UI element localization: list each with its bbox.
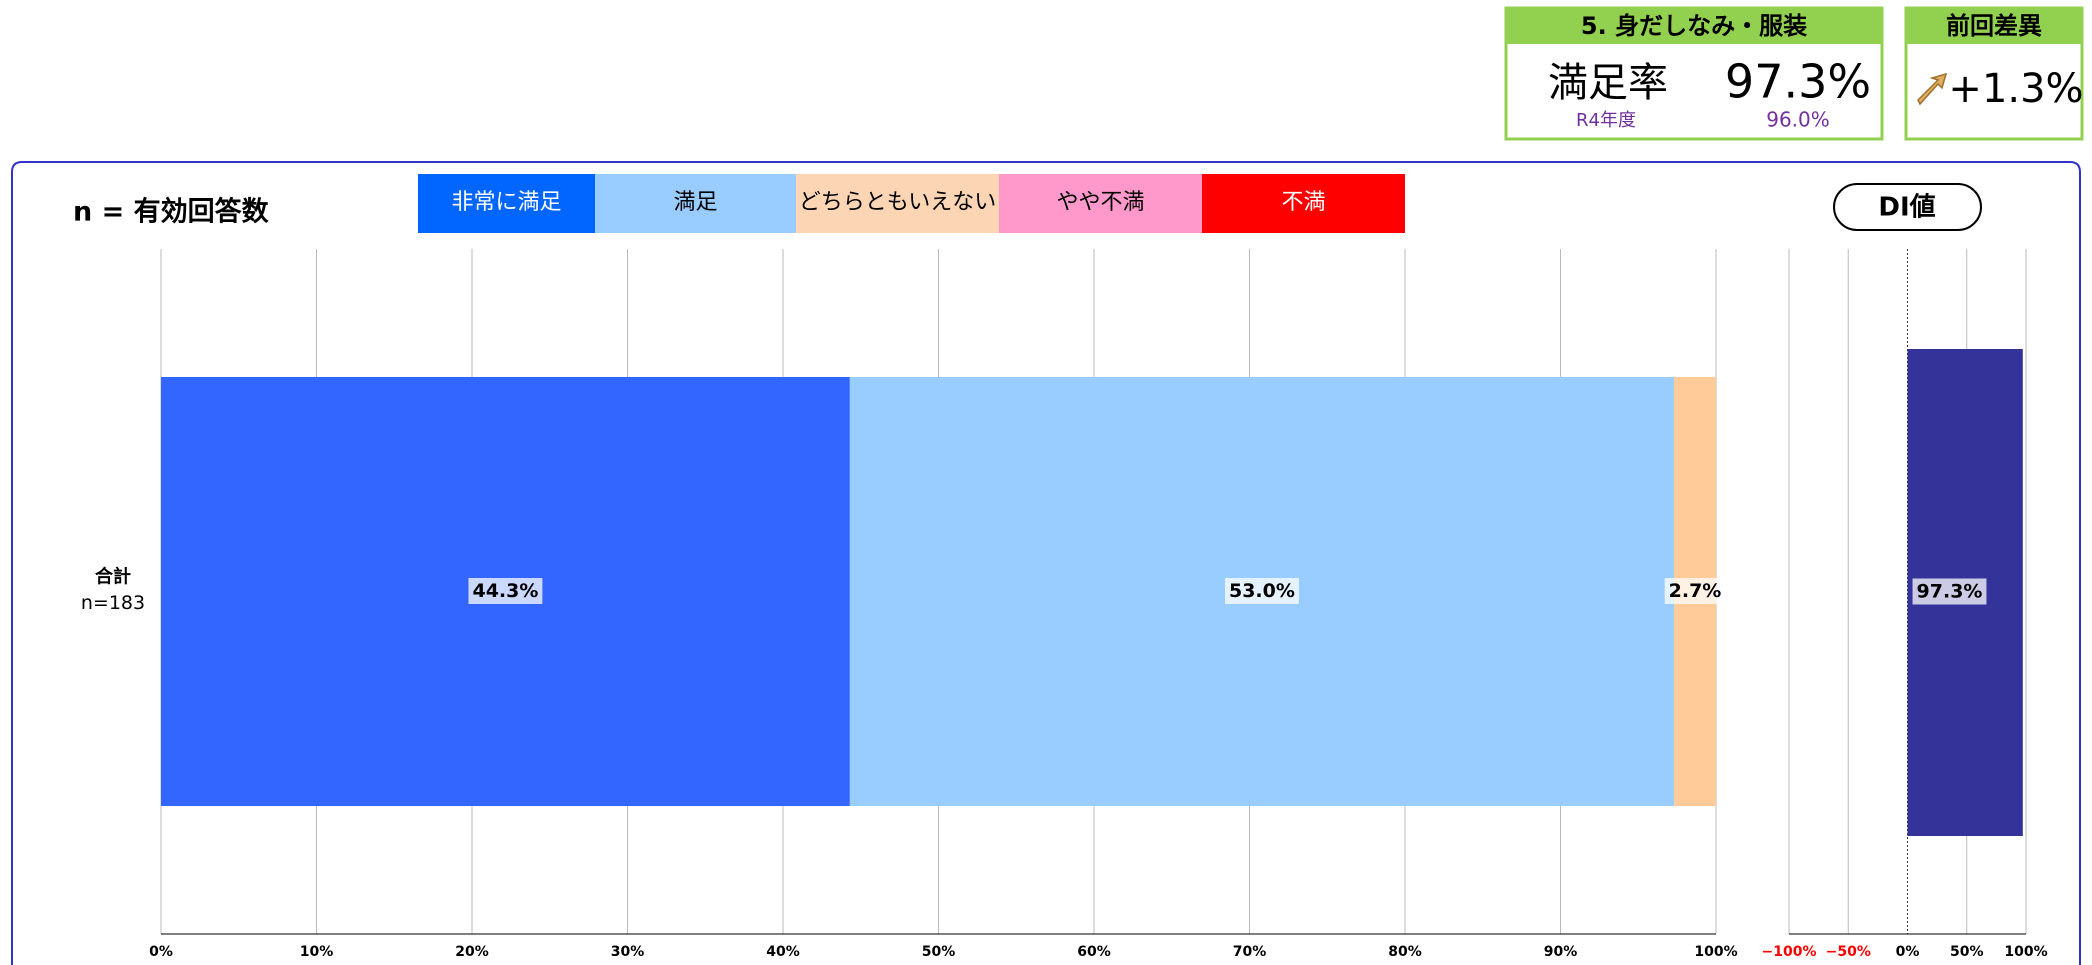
di-button [1833,183,1982,231]
x-tick-label: 10% [300,944,334,960]
legend-label: 満足 [673,190,717,215]
rate-value: 97.3% [1725,55,1871,109]
prev-rate: 96.0% [1766,108,1830,132]
x-tick-label: 60% [1077,944,1111,960]
legend-swatch [999,174,1202,233]
diff-title: 前回差異 [1946,12,2042,40]
x-tick-label: 80% [1388,944,1422,960]
up-arrow-icon [1917,72,1948,106]
value-label-bg [468,578,543,604]
diff-header [1906,8,2082,44]
summary-header [1506,8,1882,44]
x-tick-label: −100% [1762,944,1817,960]
legend-swatch [796,174,999,233]
summary-title: 5. 身だしなみ・服装 [1581,12,1807,40]
value-label-bg [1224,578,1299,604]
x-tick-label: 0% [149,944,173,960]
diff-value: +1.3% [1948,66,2083,112]
prev-label: R4年度 [1576,110,1636,131]
legend-label: どちらともいえない [799,190,997,215]
value-label: 53.0% [1229,580,1295,602]
rate-label: 満足率 [1548,60,1668,106]
x-tick-label: −50% [1826,944,1871,960]
x-tick-label: 50% [922,944,956,960]
x-tick-label: 70% [1233,944,1267,960]
legend-label: やや不満 [1056,190,1144,215]
category-note: n=183 [81,592,145,614]
x-tick-label: 100% [2004,944,2047,960]
value-label: 2.7% [1669,580,1722,602]
x-tick-label: 20% [455,944,489,960]
x-tick-label: 0% [1896,944,1920,960]
x-tick-label: 40% [766,944,800,960]
value-label: 97.3% [1917,581,1983,603]
x-tick-label: 90% [1544,944,1578,960]
legend-swatch [1202,174,1405,233]
value-label-bg [1664,578,1726,604]
legend-label: 非常に満足 [451,190,561,215]
category-label: 合計 [95,566,131,588]
x-tick-label: 50% [1950,944,1984,960]
x-tick-label: 100% [1694,944,1737,960]
legend-swatch [418,174,595,233]
legend-label: 不満 [1281,190,1325,215]
di-title: DI値 [1878,193,1935,223]
legend-swatch [595,174,796,233]
x-tick-label: 30% [611,944,645,960]
value-label-bg [1912,578,1987,605]
value-label: 44.3% [472,580,538,602]
annotation: n = 有効回答数 [73,196,270,228]
frame [11,161,2081,965]
